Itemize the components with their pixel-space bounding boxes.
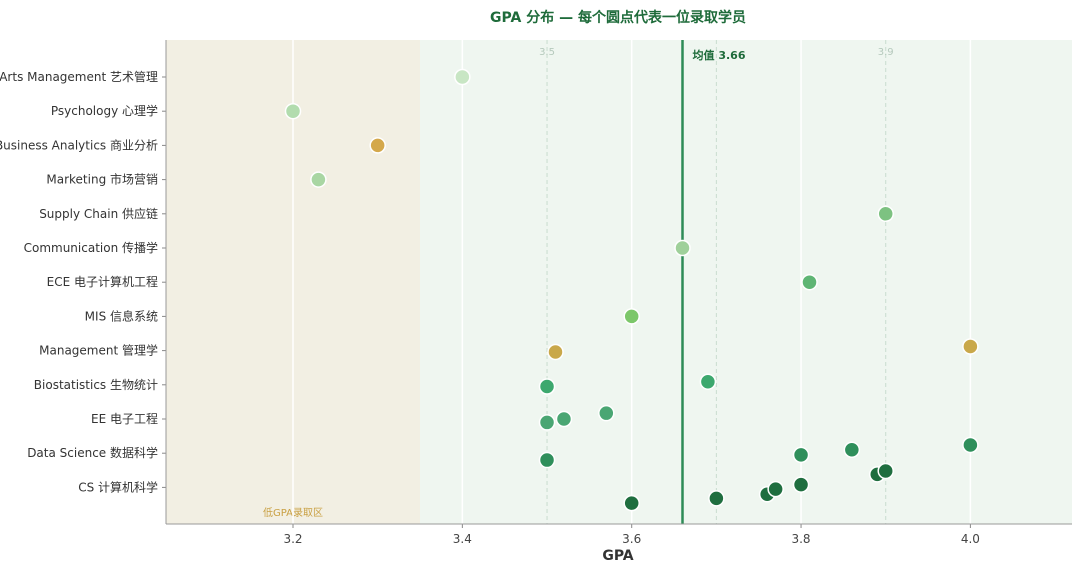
data-point bbox=[792, 476, 810, 493]
data-point bbox=[843, 441, 861, 459]
category-label: EE 电子工程 bbox=[91, 411, 158, 426]
data-point bbox=[538, 414, 556, 431]
mean-label: 均值 3.66 bbox=[693, 48, 746, 62]
data-point bbox=[674, 239, 691, 257]
x-tick-label: 3.2 bbox=[283, 532, 302, 546]
x-tick-label: 3.6 bbox=[622, 532, 641, 546]
category-label: Business Analytics 商业分析 bbox=[0, 137, 158, 152]
data-point bbox=[547, 343, 564, 361]
data-point bbox=[598, 404, 615, 422]
data-point bbox=[310, 171, 327, 188]
data-point bbox=[454, 68, 471, 86]
category-label: MIS 信息系统 bbox=[85, 308, 158, 323]
data-point bbox=[284, 102, 302, 120]
data-point bbox=[555, 410, 573, 428]
x-tick-label: 4.0 bbox=[961, 532, 980, 546]
data-point bbox=[877, 205, 894, 223]
reference-line-label: 3.9 bbox=[878, 47, 894, 58]
category-label: Marketing 市场营销 bbox=[46, 172, 158, 187]
category-label: Arts Management 艺术管理 bbox=[0, 69, 158, 84]
data-point bbox=[538, 451, 556, 469]
data-point bbox=[623, 308, 640, 325]
x-tick-label: 3.8 bbox=[791, 532, 810, 546]
data-point bbox=[792, 446, 810, 464]
category-label: Communication 传播学 bbox=[24, 240, 158, 255]
data-point bbox=[538, 378, 556, 395]
data-point bbox=[962, 338, 979, 355]
reference-line-label: 3.5 bbox=[539, 47, 555, 58]
category-label: Management 管理学 bbox=[39, 343, 158, 358]
x-tick-label: 3.4 bbox=[453, 532, 472, 546]
category-label: CS 计算机科学 bbox=[78, 479, 158, 494]
data-point bbox=[962, 436, 979, 454]
category-label: Biostatistics 生物统计 bbox=[34, 378, 158, 392]
data-point bbox=[623, 494, 640, 512]
data-point bbox=[369, 137, 386, 154]
data-point bbox=[708, 490, 725, 507]
data-point bbox=[699, 373, 717, 390]
category-label: Supply Chain 供应链 bbox=[39, 206, 158, 221]
data-point bbox=[801, 273, 818, 291]
x-axis-label: GPA bbox=[602, 548, 633, 564]
data-point bbox=[767, 480, 784, 498]
chart-title: GPA 分布 — 每个圆点代表一位录取学员 bbox=[490, 9, 746, 26]
category-label: Data Science 数据科学 bbox=[27, 445, 158, 460]
data-point bbox=[877, 462, 894, 480]
category-label: ECE 电子计算机工程 bbox=[47, 274, 158, 289]
category-label: Psychology 心理学 bbox=[51, 103, 158, 118]
